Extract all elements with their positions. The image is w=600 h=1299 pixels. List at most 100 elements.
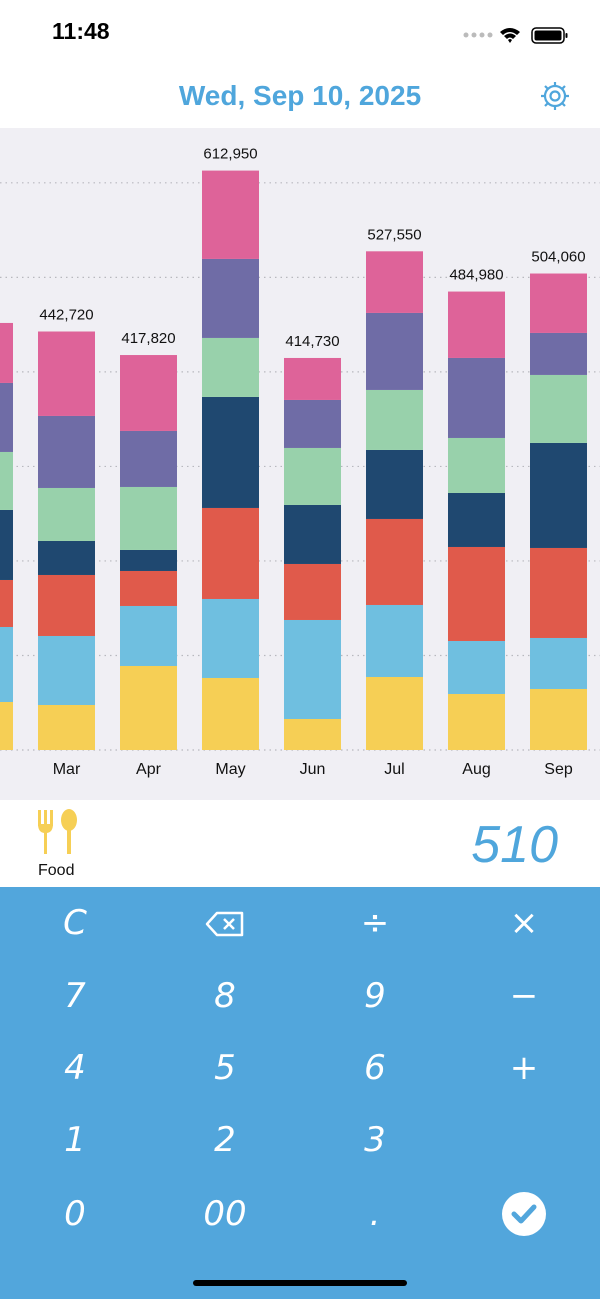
- bar-segment: [448, 640, 505, 694]
- bar-segment: [284, 563, 341, 620]
- key-8[interactable]: 8: [214, 976, 236, 1016]
- bar-segment: [530, 273, 587, 333]
- key-divide[interactable]: ÷: [360, 903, 390, 943]
- amount-display: 510: [471, 816, 558, 874]
- bar-segment: [366, 518, 423, 605]
- category-label: Food: [38, 862, 75, 879]
- key-00[interactable]: 00: [203, 1194, 247, 1234]
- bar-segment: [530, 374, 587, 443]
- bar-segment: [0, 626, 13, 702]
- key-7[interactable]: 7: [64, 976, 86, 1016]
- key-backspace[interactable]: [205, 911, 245, 937]
- bar-segment: [0, 701, 13, 750]
- bar-segment: [0, 509, 13, 580]
- key-minus[interactable]: −: [509, 976, 539, 1016]
- settings-button[interactable]: [538, 79, 572, 113]
- key-6[interactable]: 6: [364, 1048, 386, 1088]
- food-icon[interactable]: [36, 808, 80, 856]
- key-9[interactable]: 9: [364, 976, 386, 1016]
- bar-segment: [366, 449, 423, 519]
- bar-segment: [38, 487, 95, 541]
- bar-segment: [202, 396, 259, 508]
- bar-segment: [202, 258, 259, 338]
- total-label: 414,730: [285, 333, 339, 350]
- bar-segment: [120, 665, 177, 750]
- bar-segment: [202, 507, 259, 599]
- x-tick-label: Mar: [53, 761, 81, 778]
- key-1[interactable]: 1: [64, 1120, 86, 1160]
- bar-segment: [530, 332, 587, 375]
- bar-segment: [38, 635, 95, 705]
- x-tick-label: Aug: [462, 761, 490, 778]
- bar-segment: [530, 442, 587, 548]
- key-4[interactable]: 4: [64, 1048, 86, 1088]
- bar-segment: [448, 492, 505, 547]
- x-tick-label: Jul: [384, 761, 404, 778]
- bar-segment: [38, 704, 95, 750]
- bar-segment: [0, 451, 13, 510]
- x-tick-label: Sep: [544, 761, 573, 778]
- bar-segment: [38, 540, 95, 575]
- bar-segment: [0, 579, 13, 627]
- bar-segment: [530, 688, 587, 750]
- key-multiply[interactable]: ×: [509, 903, 539, 943]
- bar-segment: [120, 355, 177, 431]
- bar-segment: [366, 251, 423, 313]
- bar-segment: [530, 637, 587, 689]
- key-2[interactable]: 2: [214, 1120, 236, 1160]
- total-label: 484,980: [449, 267, 503, 284]
- bar-segment: [0, 382, 13, 452]
- header-title: Wed, Sep 10, 2025: [178, 80, 422, 111]
- status-icons: [463, 27, 568, 44]
- status-time: 11:48: [52, 18, 110, 44]
- bar-segment: [202, 598, 259, 678]
- bar-segment: [38, 574, 95, 636]
- total-label: 612,950: [203, 146, 257, 163]
- bar-segment: [202, 677, 259, 750]
- bar-segment: [366, 676, 423, 750]
- bar-segment: [366, 389, 423, 450]
- bar-segment: [284, 399, 341, 448]
- bar-segment: [366, 312, 423, 390]
- total-label: 504,060: [531, 248, 585, 265]
- key-0[interactable]: 0: [64, 1194, 86, 1234]
- key-5[interactable]: 5: [214, 1048, 236, 1088]
- bar-segment: [120, 549, 177, 571]
- bar-segment: [284, 504, 341, 564]
- bar-segment: [284, 357, 341, 400]
- bar-segment: [448, 291, 505, 358]
- bar-segment: [120, 605, 177, 666]
- bar-segment: [448, 546, 505, 641]
- home-indicator: [193, 1280, 407, 1286]
- keypad: C ÷ × 7 8 9 − 4 5 6 + 1 2 3 0 00 .: [0, 887, 600, 1299]
- key-clear[interactable]: C: [63, 903, 87, 943]
- key-decimal[interactable]: .: [369, 1194, 381, 1234]
- bar-segment: [284, 718, 341, 750]
- bar-segment: [120, 570, 177, 606]
- bar-segment: [448, 437, 505, 493]
- bar-segment: [448, 357, 505, 438]
- x-tick-label: Jun: [300, 761, 326, 778]
- bar-segment: [530, 547, 587, 638]
- bar-segment: [38, 331, 95, 416]
- bar-segment: [366, 604, 423, 677]
- bar-segment: [120, 486, 177, 550]
- bar-segment: [120, 430, 177, 487]
- chart: 442,720 Mar 417,820 Apr 612,950 May 414,730 Jun…: [0, 128, 600, 800]
- bar-segment: [448, 693, 505, 750]
- key-plus[interactable]: +: [509, 1048, 539, 1088]
- total-label: 527,550: [367, 226, 421, 243]
- bar-segment: [202, 337, 259, 397]
- bar-segment: [38, 415, 95, 488]
- total-label: 417,820: [121, 330, 175, 347]
- total-label: 442,720: [39, 306, 93, 323]
- entry-row: [0, 800, 600, 887]
- key-3[interactable]: 3: [364, 1120, 386, 1160]
- x-tick-label: May: [215, 761, 245, 778]
- bar-segment: [202, 170, 259, 259]
- key-confirm[interactable]: [502, 1192, 546, 1236]
- bar-segment: [284, 447, 341, 505]
- x-tick-label: Apr: [136, 761, 162, 778]
- bar-segment: [0, 322, 13, 383]
